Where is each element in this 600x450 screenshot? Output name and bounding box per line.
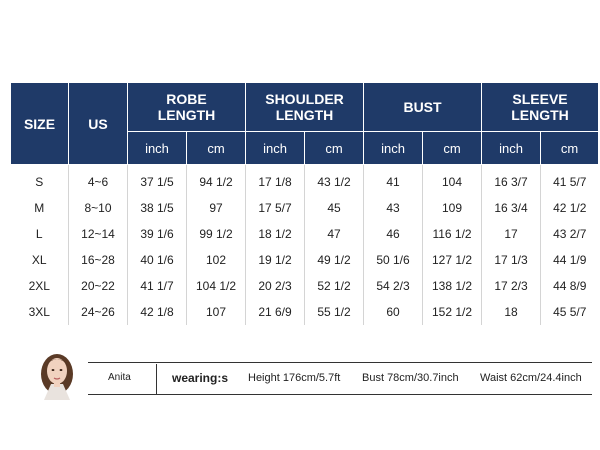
measurement-cell: 42 1/8	[127, 299, 187, 325]
measurement-cell: 50 1/6	[363, 247, 423, 273]
measurement-cell: 17	[481, 221, 541, 247]
us-size-cell: 20~22	[68, 273, 128, 299]
measurement-cell: 17 1/8	[245, 164, 305, 195]
model-info: Anita wearing:s Height 176cm/5.7ft Bust …	[0, 350, 600, 402]
measurement-cell: 44 1/9	[540, 247, 599, 273]
table-row: M 8~10 38 1/5 97 17 5/7 45 43 109 16 3/4 42 1/2	[11, 195, 599, 221]
header-size: SIZE	[10, 82, 69, 165]
model-name: Anita	[108, 372, 131, 383]
measurement-cell: 19 1/2	[245, 247, 305, 273]
header-shoulder-length: SHOULDER LENGTH	[245, 82, 365, 132]
measurement-cell: 16 3/7	[481, 164, 541, 195]
model-waist: Waist 62cm/24.4inch	[480, 372, 582, 384]
measurement-cell: 46	[363, 221, 423, 247]
unit-header: inch	[363, 131, 424, 165]
measurement-cell: 138 1/2	[422, 273, 482, 299]
measurement-cell: 41 5/7	[540, 164, 599, 195]
measurement-cell: 16 3/4	[481, 195, 541, 221]
size-cell: 3XL	[28, 305, 50, 319]
measurement-cell: 20 2/3	[245, 273, 305, 299]
model-avatar	[41, 354, 73, 400]
model-height: Height 176cm/5.7ft	[248, 372, 341, 384]
measurement-cell: 60	[363, 299, 423, 325]
divider-bottom	[88, 394, 592, 395]
size-chart-body: S 4~6 37 1/5 94 1/2 17 1/8 43 1/2 41 104 16 3/7 4…	[11, 164, 599, 325]
measurement-cell: 45 5/7	[540, 299, 599, 325]
measurement-cell: 39 1/6	[127, 221, 187, 247]
measurement-cell: 43 1/2	[304, 164, 364, 195]
table-row: XL 16~28 40 1/6 102 19 1/2 49 1/2 50 1/6 127 1/…	[11, 247, 599, 273]
measurement-cell: 17 2/3	[481, 273, 541, 299]
divider-vertical	[156, 364, 157, 394]
header-bust: BUST	[363, 82, 483, 132]
measurement-cell: 107	[185, 299, 246, 325]
measurement-cell: 102	[185, 247, 246, 273]
measurement-cell: 55 1/2	[304, 299, 364, 325]
us-size-cell: 8~10	[68, 195, 128, 221]
unit-header: cm	[540, 131, 600, 165]
measurement-cell: 38 1/5	[127, 195, 187, 221]
measurement-cell: 104	[422, 164, 482, 195]
measurement-cell: 43 2/7	[540, 221, 599, 247]
model-wearing-size: wearing:s	[172, 371, 229, 385]
size-chart-table: SIZE US ROBE LENGTH SHOULDER LENGTH BUST…	[10, 82, 600, 325]
measurement-cell: 54 2/3	[363, 273, 423, 299]
unit-header: cm	[304, 131, 365, 165]
measurement-cell: 43	[363, 195, 423, 221]
header-us: US	[68, 82, 128, 165]
size-cell: S	[35, 175, 44, 189]
measurement-cell: 41 1/7	[127, 273, 187, 299]
size-cell: M	[34, 201, 45, 215]
us-size-cell: 24~26	[68, 299, 128, 325]
measurement-cell: 109	[422, 195, 482, 221]
us-size-cell: 4~6	[68, 164, 128, 195]
table-row: 3XL 24~26 42 1/8 107 21 6/9 55 1/2 60 152 1/2 18…	[11, 299, 599, 325]
measurement-cell: 44 8/9	[540, 273, 599, 299]
measurement-cell: 99 1/2	[185, 221, 246, 247]
measurement-cell: 52 1/2	[304, 273, 364, 299]
measurement-cell: 42 1/2	[540, 195, 599, 221]
measurement-cell: 17 1/3	[481, 247, 541, 273]
unit-header: inch	[127, 131, 187, 165]
measurement-cell: 18 1/2	[245, 221, 305, 247]
measurement-cell: 127 1/2	[422, 247, 482, 273]
measurement-cell: 37 1/5	[127, 164, 187, 195]
measurement-cell: 116 1/2	[422, 221, 482, 247]
measurement-cell: 49 1/2	[304, 247, 364, 273]
unit-header: inch	[481, 131, 542, 165]
size-cell: XL	[31, 253, 47, 267]
table-row: L 12~14 39 1/6 99 1/2 18 1/2 47 46 116 1/2 17 43 …	[11, 221, 599, 247]
measurement-cell: 41	[363, 164, 423, 195]
measurement-cell: 97	[185, 195, 246, 221]
table-row: 2XL 20~22 41 1/7 104 1/2 20 2/3 52 1/2 54 2/3 1…	[11, 273, 599, 299]
header-sleeve-length: SLEEVE LENGTH	[481, 82, 600, 132]
measurement-cell: 104 1/2	[185, 273, 246, 299]
measurement-cell: 94 1/2	[185, 164, 246, 195]
divider-top	[88, 362, 592, 363]
header-robe-length: ROBE LENGTH	[126, 82, 247, 132]
measurement-cell: 47	[304, 221, 364, 247]
size-cell: 2XL	[28, 279, 50, 293]
measurement-cell: 18	[481, 299, 541, 325]
table-row: S 4~6 37 1/5 94 1/2 17 1/8 43 1/2 41 104 16 3/7 4…	[11, 164, 599, 195]
us-size-cell: 16~28	[68, 247, 128, 273]
measurement-cell: 17 5/7	[245, 195, 305, 221]
us-size-cell: 12~14	[68, 221, 128, 247]
measurement-cell: 45	[304, 195, 364, 221]
measurement-cell: 21 6/9	[245, 299, 305, 325]
measurement-cell: 152 1/2	[422, 299, 482, 325]
measurement-cell: 40 1/6	[127, 247, 187, 273]
unit-header: cm	[422, 131, 483, 165]
size-cell: L	[35, 227, 43, 241]
unit-header: cm	[185, 131, 247, 165]
model-bust: Bust 78cm/30.7inch	[362, 372, 459, 384]
unit-header: inch	[245, 131, 306, 165]
